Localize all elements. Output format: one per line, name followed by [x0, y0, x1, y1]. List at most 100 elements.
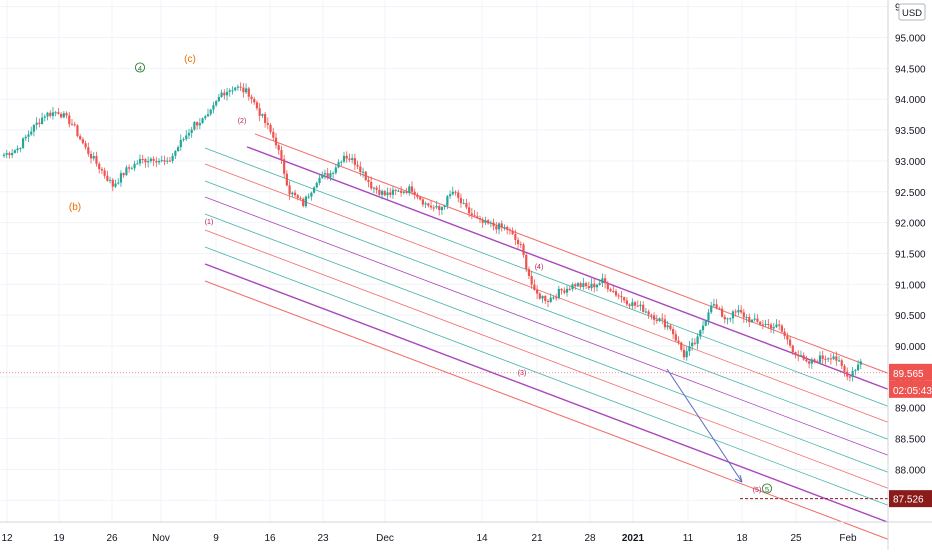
candle-body[interactable]: [827, 358, 830, 360]
candle-body[interactable]: [291, 192, 294, 195]
candle-body[interactable]: [391, 189, 395, 195]
candle-body[interactable]: [816, 361, 819, 363]
candle-body[interactable]: [204, 116, 207, 119]
candle-body[interactable]: [81, 139, 84, 144]
candle-body[interactable]: [193, 122, 196, 130]
candle-body[interactable]: [38, 122, 41, 124]
candle-body[interactable]: [468, 207, 471, 214]
candle-body[interactable]: [761, 324, 764, 326]
candle-body[interactable]: [179, 139, 182, 148]
candle-body[interactable]: [720, 308, 724, 317]
candle-body[interactable]: [734, 311, 737, 313]
candle-body[interactable]: [750, 319, 754, 323]
candle-body[interactable]: [715, 304, 718, 309]
candle-body[interactable]: [157, 160, 161, 163]
candle-body[interactable]: [185, 135, 188, 140]
candle-body[interactable]: [141, 158, 144, 160]
candle-body[interactable]: [380, 191, 384, 195]
candle-body[interactable]: [353, 158, 356, 165]
candle-body[interactable]: [30, 131, 33, 135]
candle-body[interactable]: [810, 359, 813, 364]
candle-body[interactable]: [642, 304, 645, 312]
candle-body[interactable]: [68, 115, 71, 125]
candle-body[interactable]: [100, 169, 104, 171]
candle-body[interactable]: [264, 114, 267, 123]
candle-body[interactable]: [745, 316, 748, 318]
candle-body[interactable]: [759, 321, 762, 325]
candle-body[interactable]: [152, 158, 155, 161]
candle-body[interactable]: [421, 199, 424, 205]
candle-body[interactable]: [337, 162, 340, 168]
candle-body[interactable]: [846, 371, 849, 377]
candle-body[interactable]: [633, 302, 637, 306]
candle-body[interactable]: [394, 189, 397, 191]
candle-body[interactable]: [108, 179, 112, 181]
candle-body[interactable]: [253, 99, 256, 103]
candle-body[interactable]: [522, 244, 525, 255]
candle-body[interactable]: [623, 297, 626, 301]
candle-body[interactable]: [843, 365, 846, 372]
candle-body[interactable]: [837, 360, 841, 362]
candle-body[interactable]: [16, 148, 19, 151]
candle-body[interactable]: [13, 150, 16, 153]
candle-body[interactable]: [255, 102, 259, 109]
candle-body[interactable]: [125, 167, 128, 176]
candle-body[interactable]: [429, 205, 433, 208]
candle-body[interactable]: [239, 86, 242, 88]
candle-body[interactable]: [772, 327, 775, 329]
candle-body[interactable]: [707, 312, 710, 321]
candle-body[interactable]: [198, 123, 201, 126]
candle-body[interactable]: [348, 158, 351, 160]
candle-body[interactable]: [272, 131, 275, 138]
candle-body[interactable]: [5, 153, 8, 155]
wave-label[interactable]: (1): [205, 219, 214, 226]
candle-body[interactable]: [84, 143, 87, 148]
candle-body[interactable]: [106, 175, 109, 181]
candle-body[interactable]: [234, 87, 237, 91]
candle-body[interactable]: [326, 173, 329, 178]
channel-line-upper[interactable]: [246, 146, 889, 390]
candle-body[interactable]: [364, 171, 367, 181]
candle-body[interactable]: [375, 187, 378, 190]
candle-body[interactable]: [530, 276, 533, 285]
target-price-badge[interactable]: [889, 490, 932, 508]
candle-body[interactable]: [304, 196, 308, 207]
candle-body[interactable]: [312, 187, 316, 193]
candle-body[interactable]: [119, 173, 123, 183]
candle-body[interactable]: [560, 288, 563, 291]
candle-body[interactable]: [247, 88, 250, 97]
candle-body[interactable]: [269, 124, 272, 132]
candle-body[interactable]: [473, 215, 476, 217]
candle-body[interactable]: [220, 92, 223, 97]
candle-body[interactable]: [130, 168, 133, 170]
candle-body[interactable]: [266, 122, 269, 125]
candle-body[interactable]: [536, 289, 539, 294]
candle-body[interactable]: [223, 92, 226, 96]
candle-body[interactable]: [606, 283, 609, 290]
candle-body[interactable]: [356, 164, 359, 167]
candle-body[interactable]: [408, 186, 411, 194]
candle-body[interactable]: [147, 161, 150, 163]
candle-body[interactable]: [481, 219, 484, 223]
candle-body[interactable]: [160, 160, 163, 162]
candle-body[interactable]: [511, 230, 514, 235]
candle-body[interactable]: [492, 222, 495, 227]
candle-body[interactable]: [699, 330, 702, 337]
candle-body[interactable]: [405, 191, 408, 194]
candle-body[interactable]: [111, 179, 114, 187]
candle-body[interactable]: [448, 194, 452, 197]
candle-body[interactable]: [712, 304, 716, 306]
candle-body[interactable]: [821, 355, 824, 359]
candle-body[interactable]: [788, 339, 792, 346]
candle-body[interactable]: [508, 229, 512, 231]
candle-body[interactable]: [527, 269, 531, 277]
candle-body[interactable]: [669, 325, 672, 330]
wave-label[interactable]: 5: [761, 483, 773, 494]
candle-body[interactable]: [462, 203, 465, 205]
candle-body[interactable]: [386, 192, 389, 196]
candle-body[interactable]: [351, 158, 354, 160]
candle-body[interactable]: [397, 190, 400, 192]
candle-body[interactable]: [89, 153, 93, 159]
candle-body[interactable]: [8, 153, 11, 156]
